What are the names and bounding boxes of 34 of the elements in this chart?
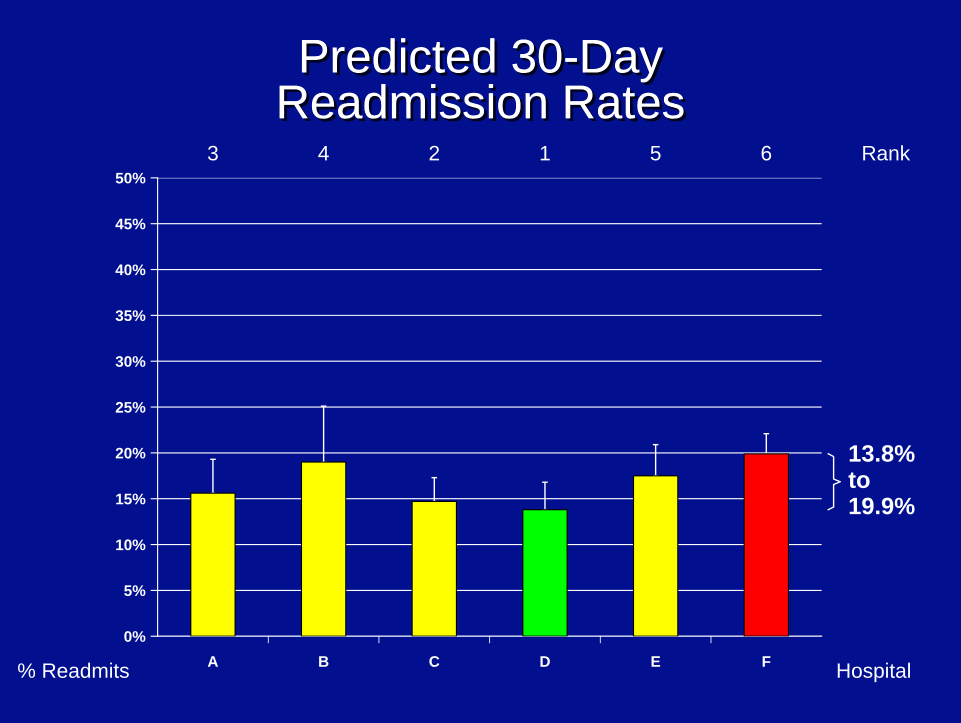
y-tick-label: 15% xyxy=(116,494,146,504)
x-tick-label: F xyxy=(762,656,770,667)
x-axis-title: Hospital xyxy=(838,662,910,682)
y-tick-label: 40% xyxy=(115,264,146,276)
y-tick-label: 5% xyxy=(124,585,146,596)
x-tick-label: D xyxy=(540,656,550,667)
text: 13.8% to 19.9% xyxy=(848,445,915,514)
bar xyxy=(522,509,568,636)
y-tick-label: 0% xyxy=(124,631,146,642)
text: 3 xyxy=(208,146,218,161)
text: Rank xyxy=(863,145,910,161)
y-tick-label: 50% xyxy=(116,172,146,184)
y-tick-label: 30% xyxy=(116,356,146,367)
x-tick-label: B xyxy=(319,656,328,667)
x-tick-label: E xyxy=(652,656,660,667)
text: 1 xyxy=(540,146,550,160)
y-tick-label: 25% xyxy=(116,402,146,413)
bar xyxy=(300,462,346,636)
text: 5 xyxy=(650,146,661,161)
bar xyxy=(412,500,457,636)
bar xyxy=(744,453,790,636)
text: 2 xyxy=(430,146,440,160)
text: 4 xyxy=(318,146,329,160)
y-tick-label: 45% xyxy=(115,218,146,230)
bar xyxy=(632,475,678,636)
y-tick-label: 10% xyxy=(116,539,146,550)
y-axis-title: % Readmits xyxy=(18,662,129,678)
chart-title: Predicted 30-Day Readmission Rates xyxy=(280,38,686,122)
y-tick-label: 20% xyxy=(116,448,146,459)
y-tick-label: 35% xyxy=(116,310,146,322)
x-tick-label: A xyxy=(208,656,218,667)
bar xyxy=(190,492,236,636)
text: 6 xyxy=(762,146,772,161)
x-tick-label: C xyxy=(429,656,440,667)
